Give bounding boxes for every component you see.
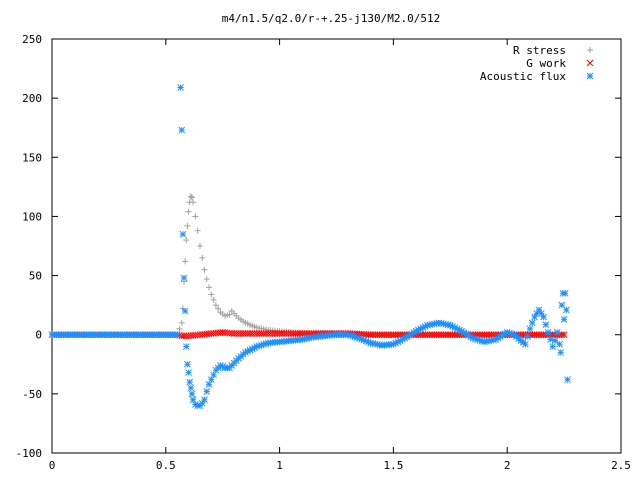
data-point (560, 331, 568, 339)
data-point (178, 319, 185, 326)
data-point (176, 325, 183, 332)
data-point (561, 289, 569, 297)
data-point (549, 343, 557, 350)
y-axis-ticks: -100 -50 0 50 100 150 200 250 (16, 33, 621, 460)
data-point (201, 396, 208, 404)
data-point (544, 328, 552, 336)
data-point (177, 84, 184, 91)
data-point (553, 328, 561, 336)
data-point (173, 331, 181, 339)
x-tick-label: 2 (504, 459, 511, 472)
data-point (564, 376, 571, 384)
data-point (182, 258, 189, 265)
legend-label: G work (526, 57, 566, 70)
data-point (206, 284, 213, 291)
legend-marker (587, 47, 593, 53)
data-point (557, 349, 565, 356)
data-point (188, 390, 196, 398)
data-point (185, 208, 192, 215)
data-point (194, 227, 201, 234)
y-tick-label: 250 (22, 33, 42, 46)
series-acoustic-flux (48, 84, 571, 410)
legend-label: Acoustic flux (480, 70, 566, 83)
data-point (542, 321, 550, 329)
data-point (535, 306, 543, 314)
y-tick-label: 150 (22, 151, 42, 164)
legend-marker (586, 72, 594, 80)
legend-label: R stress (513, 44, 566, 57)
y-tick-label: 0 (35, 329, 42, 342)
x-tick-label: 0.5 (156, 459, 176, 472)
data-point (185, 369, 192, 376)
data-point (210, 296, 217, 303)
data-point (182, 343, 190, 350)
data-point (180, 274, 188, 282)
data-point (186, 378, 194, 386)
data-point (208, 291, 215, 298)
data-point (184, 360, 191, 368)
data-point (524, 333, 532, 340)
data-point (192, 213, 199, 220)
x-tick-label: 1 (276, 459, 283, 472)
data-point (522, 340, 529, 348)
plot-frame (51, 38, 622, 454)
data-point (179, 230, 187, 238)
data-point (215, 305, 222, 312)
data-point (203, 276, 210, 283)
data-point (178, 126, 186, 134)
y-tick-label: 100 (22, 210, 42, 223)
data-point (199, 254, 206, 261)
data-point (183, 237, 190, 244)
y-tick-label: -50 (22, 388, 42, 401)
legend-marker (586, 59, 594, 67)
x-axis-ticks: 0 0.5 1 1.5 2 2.5 (49, 39, 631, 472)
data-point (181, 307, 189, 315)
data-point (196, 243, 203, 249)
data-point (188, 194, 195, 201)
data-point (187, 384, 195, 392)
y-tick-label: -100 (16, 447, 43, 460)
data-point (547, 336, 554, 343)
data-point (201, 266, 208, 273)
chart-title: m4/n1.5/q2.0/r-+.25-j130/M2.0/512 (222, 12, 441, 25)
data-point (540, 313, 547, 321)
x-tick-label: 2.5 (611, 459, 631, 472)
data-point (556, 340, 563, 348)
data-point (203, 388, 211, 395)
y-tick-label: 200 (22, 92, 42, 105)
data-point (526, 325, 534, 333)
data-point (190, 199, 197, 206)
data-point (560, 315, 568, 323)
data-point (563, 306, 570, 314)
y-tick-label: 50 (29, 270, 42, 283)
data-point (551, 337, 559, 344)
data-point (212, 302, 219, 309)
x-tick-label: 1.5 (383, 459, 403, 472)
data-point (184, 222, 191, 229)
data-point (528, 319, 536, 327)
data-point (226, 311, 233, 318)
data-point (187, 193, 194, 200)
x-tick-label: 0 (49, 459, 56, 472)
data-series-layer (48, 84, 571, 410)
